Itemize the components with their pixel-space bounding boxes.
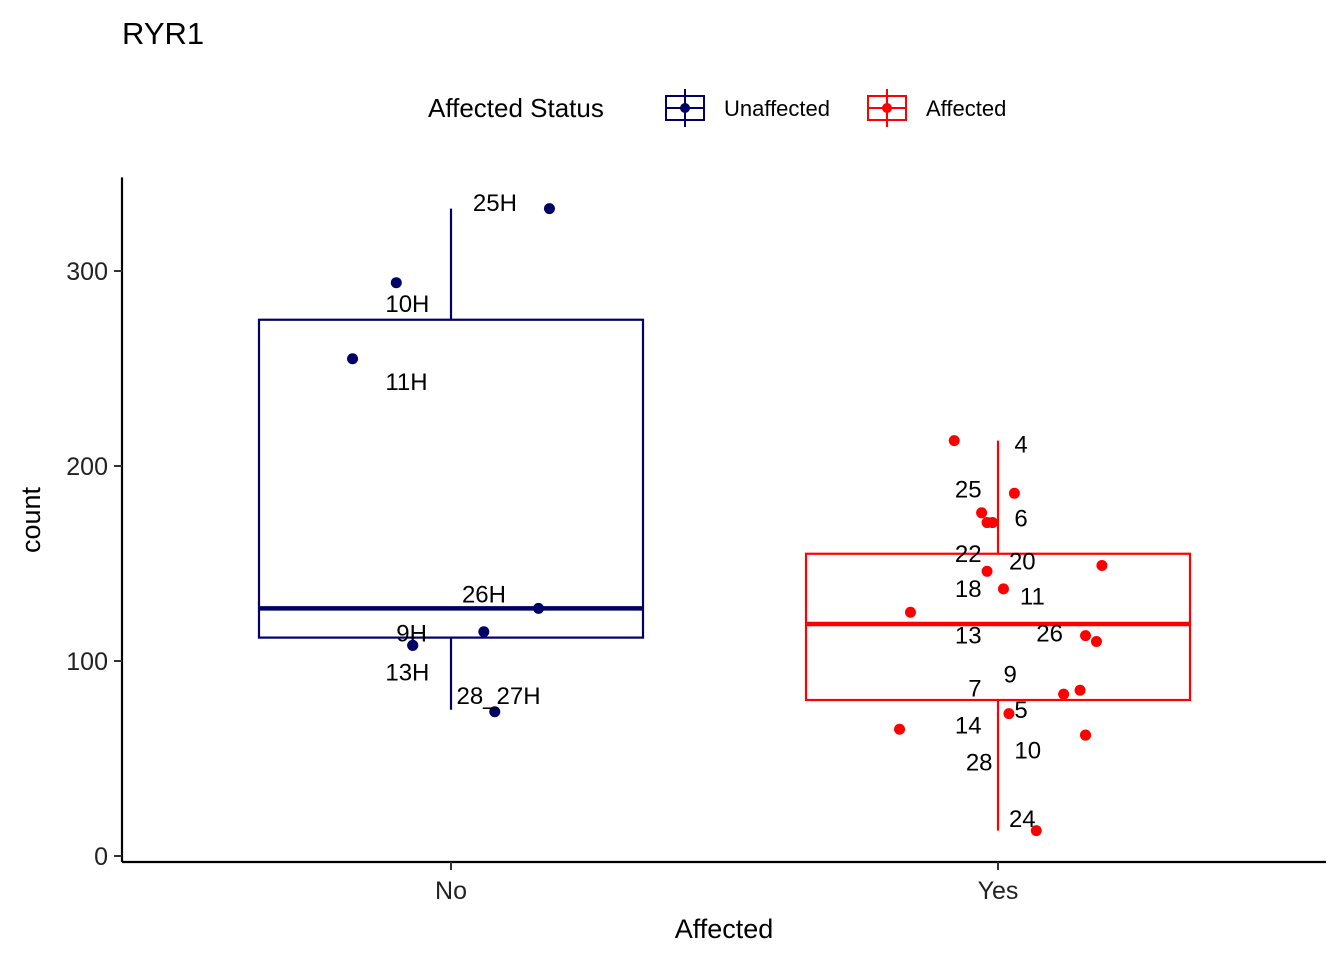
series-affected: 4 25 6 22 20 18 11 13 26 97 5 14 10 28 24 [804,432,1192,837]
point-label: 28_27H [456,683,540,710]
y-axis-title: count [16,486,46,553]
legend-title: Affected Status [428,93,604,123]
point-label: 7 [968,675,981,702]
point-label: 9 [1003,662,1016,689]
data-point [407,639,419,651]
point-label: 20 [1009,549,1036,576]
data-point [981,517,993,529]
point-label: 4 [1014,432,1027,459]
legend-label-unaffected: Unaffected [724,96,830,121]
point-label: 22 [955,541,982,568]
data-point [489,706,501,718]
data-point [478,626,490,638]
x-tick-label: No [435,877,467,905]
point-label: 13H [385,660,429,687]
point-label: 13 [955,623,982,650]
point-label: 10 [1014,738,1041,765]
data-point [347,353,359,365]
x-tick-label: Yes [978,877,1019,905]
data-point [981,565,993,577]
data-point [948,435,960,447]
point-label: 6 [1014,506,1027,533]
point-label: 5 [1014,697,1027,724]
y-tick-label: 300 [66,258,108,286]
x-axis-title: Affected [675,914,774,944]
point-label: 26 [1036,621,1063,648]
data-point [894,723,906,735]
data-point [543,203,555,215]
data-point [1003,708,1015,720]
point-label: 28 [966,749,993,776]
data-point [1058,688,1070,700]
data-point [904,606,916,618]
data-point [1074,684,1086,696]
data-point [1096,559,1108,571]
point-label: 14 [955,712,982,739]
y-axis: 0 100 200 300 [66,177,124,871]
data-point [1080,729,1092,741]
data-point [1090,636,1102,647]
legend-key-affected [867,89,907,127]
data-point [390,277,402,289]
point-label: 11 [1020,584,1045,611]
chart-title: RYR1 [122,16,204,51]
point-label: 25 [955,476,982,503]
data-point [1030,825,1042,837]
y-tick-label: 100 [66,648,108,676]
data-point [976,507,988,519]
data-point [533,602,545,614]
point-label: 26H [462,582,506,609]
legend: Affected Status Unaffected Affected [428,89,1006,127]
legend-label-affected: Affected [926,96,1006,121]
point-label: 24 [1009,806,1036,833]
box [804,552,1192,702]
point-label: 11H [385,369,427,396]
box [257,318,645,639]
legend-key-unaffected [665,89,705,127]
x-axis: No Yes [122,860,1326,905]
point-label: 18 [955,576,982,603]
data-point [997,583,1009,595]
point-label: 10H [385,291,429,318]
data-point [1080,630,1092,642]
y-tick-label: 200 [66,453,108,481]
point-label: 25H [473,190,517,217]
y-tick-label: 0 [94,843,108,871]
data-point [1008,487,1020,499]
